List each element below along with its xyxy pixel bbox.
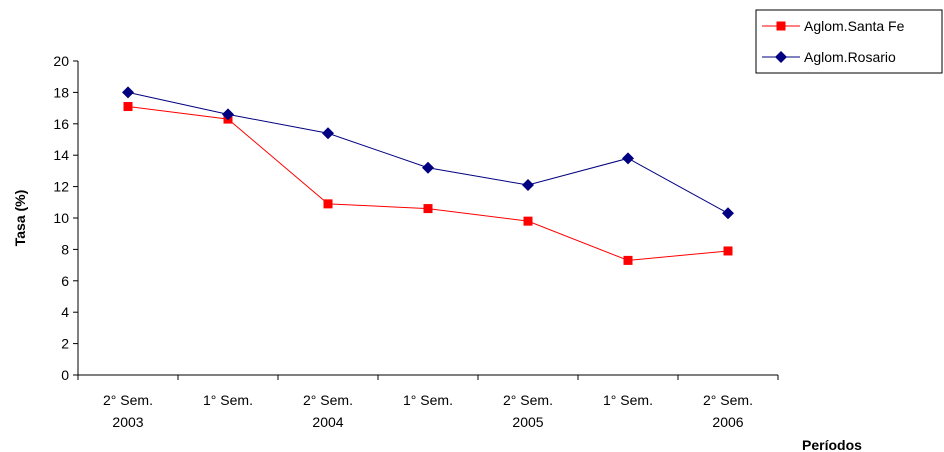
x-tick-label: 2006 xyxy=(712,414,743,430)
y-tick-label: 8 xyxy=(61,241,69,257)
y-tick-label: 20 xyxy=(53,53,69,69)
data-point-diamond xyxy=(422,162,434,174)
series-2 xyxy=(122,86,734,219)
x-tick-label: 2° Sem. xyxy=(703,392,753,408)
data-point-square xyxy=(324,199,333,208)
x-tick-label: 1° Sem. xyxy=(203,392,253,408)
y-tick-label: 18 xyxy=(53,84,69,100)
x-ticks: 2° Sem. 2003 1° Sem. 2° Sem. 2004 1° Sem. 2° S… xyxy=(78,375,778,430)
y-tick-label: 14 xyxy=(53,147,69,163)
legend: Aglom.Santa Fe Aglom.Rosario xyxy=(756,10,942,73)
series-layer xyxy=(122,86,734,264)
data-point-diamond xyxy=(522,179,534,191)
x-tick-label: 2° Sem. xyxy=(103,392,153,408)
data-point-square xyxy=(424,204,433,213)
data-point-square xyxy=(524,217,533,226)
x-axis-title: Períodos xyxy=(802,437,862,452)
y-tick-label: 16 xyxy=(53,116,69,132)
legend-label: Aglom.Rosario xyxy=(804,49,896,65)
data-point-diamond xyxy=(322,127,334,139)
legend-label: Aglom.Santa Fe xyxy=(804,18,905,34)
x-tick-label: 2° Sem. xyxy=(303,392,353,408)
x-tick-label: 1° Sem. xyxy=(603,392,653,408)
x-tick-label: 2005 xyxy=(512,414,543,430)
x-tick-label: 2004 xyxy=(312,414,343,430)
x-tick-label: 1° Sem. xyxy=(403,392,453,408)
data-point-square xyxy=(624,256,633,265)
data-point-diamond xyxy=(722,207,734,219)
y-tick-label: 2 xyxy=(61,336,69,352)
y-axis-title: Tasa (%) xyxy=(12,190,28,247)
axes xyxy=(78,61,778,375)
data-point-diamond xyxy=(122,86,134,98)
x-tick-label: 2003 xyxy=(112,414,143,430)
y-tick-label: 6 xyxy=(61,273,69,289)
data-point-square xyxy=(777,22,786,31)
data-point-square xyxy=(124,102,133,111)
y-tick-label: 4 xyxy=(61,304,69,320)
series-line xyxy=(128,92,728,213)
data-point-diamond xyxy=(622,152,634,164)
y-ticks: 0 2 4 6 8 10 12 14 16 18 20 xyxy=(53,53,78,383)
x-tick-label: 2° Sem. xyxy=(503,392,553,408)
y-tick-label: 0 xyxy=(61,367,69,383)
y-tick-label: 12 xyxy=(53,179,69,195)
data-point-square xyxy=(724,246,733,255)
y-tick-label: 10 xyxy=(53,210,69,226)
series-line xyxy=(128,107,728,261)
series-1 xyxy=(124,102,733,265)
